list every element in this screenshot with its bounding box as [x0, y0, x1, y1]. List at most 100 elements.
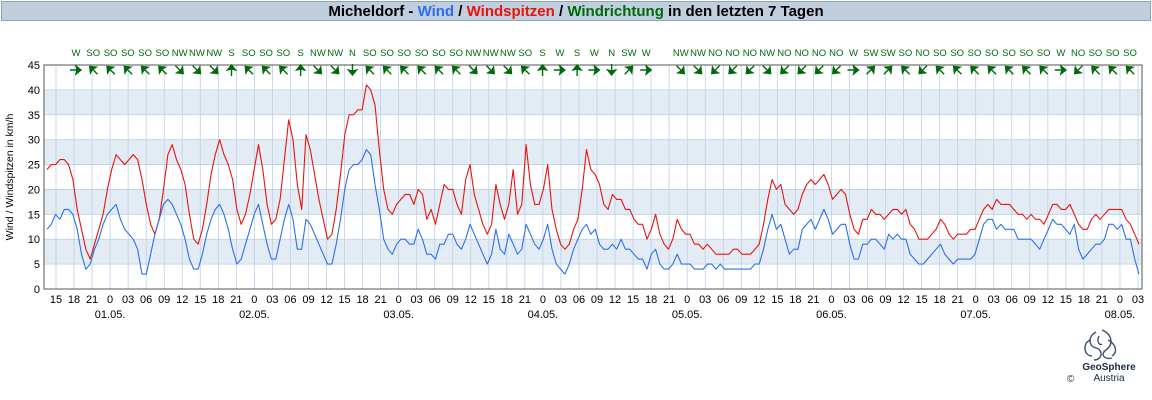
direction-arrow-icon — [1091, 65, 1101, 75]
direction-label: NW — [310, 48, 326, 59]
y-band — [44, 239, 1142, 265]
direction-label: NO — [795, 48, 809, 59]
direction-arrow — [312, 65, 323, 75]
x-tick-label: 09 — [447, 294, 459, 306]
direction-arrow — [191, 65, 202, 75]
direction-arrow — [294, 63, 307, 76]
x-tick-label: 18 — [501, 294, 513, 306]
x-tick-label: 06 — [717, 294, 729, 306]
direction-arrow-icon — [346, 64, 359, 77]
direction-arrow-icon — [970, 65, 980, 75]
x-tick-label: 0 — [540, 294, 546, 306]
direction-arrow-icon — [935, 65, 945, 75]
wind-chart: 15 18 21 0 03 06 09 12 15 18 21 0 03 06 09 12 15 18 21 0 03 0… — [4, 48, 1144, 321]
direction-label: SO — [518, 48, 532, 59]
direction-arrow-icon — [762, 65, 772, 75]
direction-label: SO — [138, 48, 152, 59]
direction-arrow-icon — [1022, 65, 1032, 75]
direction-label: SO — [397, 48, 411, 59]
x-tick-label: 21 — [230, 294, 242, 306]
direction-arrow-icon — [623, 65, 634, 75]
direction-arrow — [1091, 65, 1101, 75]
direction-arrow-icon — [693, 65, 703, 75]
direction-label: SO — [432, 48, 446, 59]
direction-arrow — [88, 65, 99, 75]
title-direction: Windrichtung — [567, 3, 664, 20]
direction-arrow — [1108, 65, 1118, 75]
direction-arrow — [399, 65, 410, 75]
direction-arrow — [382, 65, 392, 75]
direction-arrow-icon — [952, 65, 963, 75]
direction-label: NW — [483, 48, 499, 59]
direction-arrow-icon — [1073, 65, 1084, 75]
x-tick-label: 12 — [753, 294, 765, 306]
direction-arrow-icon — [745, 65, 755, 75]
direction-label: SO — [1089, 48, 1103, 59]
direction-arrow-icon — [901, 65, 911, 75]
direction-label: S — [297, 48, 303, 59]
direction-label: SO — [933, 48, 947, 59]
direction-arrow-icon — [88, 65, 99, 75]
x-tick-label: 21 — [807, 294, 819, 306]
direction-arrow-icon — [987, 65, 997, 75]
direction-arrow-icon — [814, 65, 824, 75]
x-tick-label: 0 — [251, 294, 257, 306]
x-date-label: 04.05. — [528, 309, 559, 321]
x-tick-label: 03 — [699, 294, 711, 306]
direction-label: NW — [189, 48, 205, 59]
direction-arrow-icon — [244, 65, 254, 75]
direction-label: SO — [121, 48, 135, 59]
direction-label: SO — [156, 48, 170, 59]
direction-arrow-icon — [312, 65, 323, 75]
direction-arrow — [158, 65, 168, 75]
direction-arrow-icon — [847, 64, 860, 76]
x-tick-label: 12 — [320, 294, 332, 306]
direction-arrow-icon — [710, 65, 721, 75]
direction-arrow-icon — [797, 65, 807, 75]
direction-arrow-icon — [675, 65, 686, 75]
direction-arrow — [780, 65, 790, 75]
direction-arrow — [553, 64, 566, 76]
direction-arrow — [1125, 65, 1135, 75]
direction-arrow-icon — [123, 65, 133, 75]
direction-arrow — [1022, 65, 1032, 75]
direction-arrow — [640, 64, 653, 76]
direction-label: NO — [812, 48, 826, 59]
x-tick-label: 15 — [915, 294, 927, 306]
direction-arrow — [952, 65, 963, 75]
y-tick-label: 15 — [28, 209, 40, 221]
x-tick-label: 09 — [591, 294, 603, 306]
title-suffix: in den letzten 7 Tagen — [663, 3, 824, 20]
direction-arrow-icon — [158, 65, 168, 75]
x-tick-label: 15 — [483, 294, 495, 306]
direction-arrow — [261, 65, 272, 75]
direction-label: NW — [172, 48, 188, 59]
direction-arrow-icon — [451, 65, 462, 75]
x-tick-label: 06 — [861, 294, 873, 306]
direction-label: NW — [673, 48, 689, 59]
direction-arrow — [1004, 65, 1015, 75]
direction-arrow-icon — [1039, 65, 1049, 75]
x-tick-label: 15 — [338, 294, 350, 306]
direction-arrow — [797, 65, 807, 75]
direction-arrow — [865, 65, 876, 75]
direction-arrow-icon — [225, 63, 238, 76]
direction-arrow — [123, 65, 133, 75]
direction-arrow-icon — [640, 64, 653, 76]
direction-arrow-icon — [1108, 65, 1118, 75]
x-date-label: 08.05. — [1105, 309, 1136, 321]
direction-arrow — [1054, 64, 1068, 76]
direction-arrow-icon — [417, 65, 427, 75]
x-tick-label: 18 — [68, 294, 80, 306]
direction-arrow-icon — [831, 65, 842, 75]
y-tick-label: 0 — [34, 284, 40, 296]
x-date-label: 03.05. — [383, 309, 414, 321]
direction-arrow-icon — [106, 65, 116, 75]
x-tick-label: 12 — [1042, 294, 1054, 306]
x-tick-label: 18 — [1078, 294, 1090, 306]
x-tick-label: 15 — [194, 294, 206, 306]
direction-arrow-icon — [330, 65, 340, 75]
x-tick-label: 15 — [50, 294, 62, 306]
x-tick-label: 12 — [176, 294, 188, 306]
direction-label: NW — [327, 48, 343, 59]
